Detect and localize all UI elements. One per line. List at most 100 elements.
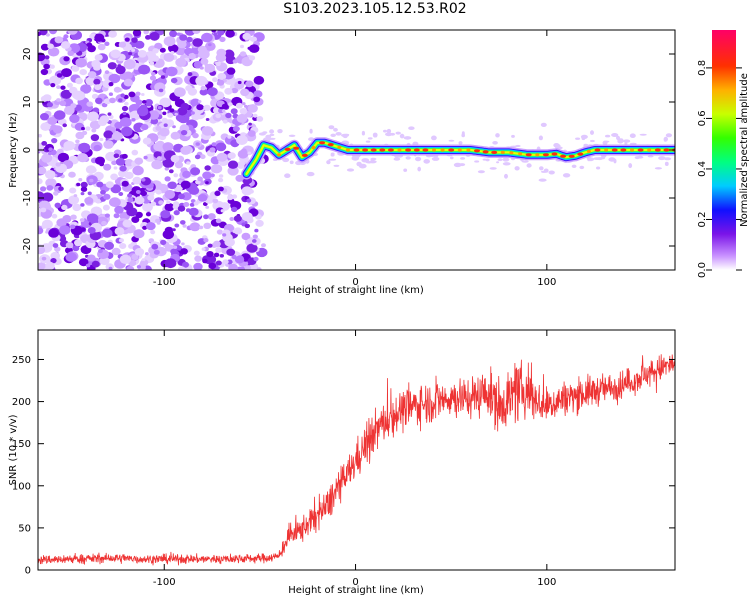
noise-blob bbox=[220, 221, 226, 226]
noise-blob bbox=[145, 222, 156, 231]
halo-blob bbox=[431, 135, 437, 141]
noise-blob bbox=[215, 260, 222, 266]
noise-blob bbox=[49, 64, 55, 69]
halo-blob bbox=[485, 158, 490, 162]
halo-blob bbox=[538, 135, 544, 141]
noise-blob bbox=[63, 105, 75, 115]
noise-blob bbox=[163, 52, 175, 62]
halo-blob bbox=[361, 130, 365, 136]
ridge-peak bbox=[466, 148, 471, 152]
noise-blob bbox=[141, 178, 146, 182]
y-tick-label: 200 bbox=[12, 397, 31, 408]
noise-blob bbox=[45, 33, 50, 37]
noise-blob bbox=[38, 227, 44, 235]
noise-blob bbox=[98, 249, 103, 254]
noise-blob bbox=[104, 241, 114, 250]
noise-blob bbox=[218, 177, 224, 183]
noise-blob bbox=[173, 245, 178, 249]
noise-blob bbox=[40, 113, 49, 121]
noise-blob bbox=[103, 140, 114, 149]
noise-blob bbox=[40, 186, 47, 192]
noise-blob bbox=[241, 186, 253, 196]
noise-blob bbox=[150, 201, 157, 207]
noise-blob bbox=[41, 192, 54, 202]
halo-blob bbox=[258, 132, 266, 136]
noise-blob bbox=[253, 75, 265, 85]
noise-blob bbox=[253, 90, 263, 98]
noise-blob bbox=[246, 198, 252, 203]
ridge-peak bbox=[405, 148, 412, 152]
noise-blob bbox=[213, 32, 218, 36]
noise-blob bbox=[136, 265, 141, 269]
noise-blob bbox=[47, 47, 60, 57]
noise-blob bbox=[137, 50, 147, 58]
noise-blob bbox=[44, 170, 56, 179]
noise-blob bbox=[207, 87, 218, 96]
noise-blob bbox=[220, 209, 225, 213]
halo-blob bbox=[351, 155, 360, 161]
halo-blob bbox=[399, 133, 405, 139]
noise-blob bbox=[168, 169, 174, 174]
noise-blob bbox=[207, 213, 216, 220]
noise-blob bbox=[210, 173, 215, 178]
noise-blob bbox=[108, 114, 114, 120]
noise-blob bbox=[177, 266, 187, 270]
halo-blob bbox=[277, 129, 283, 134]
noise-blob bbox=[242, 32, 251, 41]
ridge-peak bbox=[525, 153, 532, 157]
noise-blob bbox=[230, 123, 235, 128]
noise-blob bbox=[91, 128, 97, 133]
noise-blob bbox=[226, 248, 236, 256]
noise-blob bbox=[173, 210, 180, 216]
noise-blob bbox=[135, 99, 143, 106]
noise-blob bbox=[113, 166, 118, 170]
noise-blob bbox=[186, 36, 193, 43]
top-ylabel: Frequency (Hz) bbox=[8, 112, 19, 188]
noise-blob bbox=[67, 50, 74, 56]
halo-blob bbox=[330, 133, 337, 137]
halo-blob bbox=[328, 158, 337, 161]
noise-blob bbox=[93, 78, 101, 85]
noise-blob bbox=[189, 202, 195, 207]
noise-blob bbox=[145, 101, 152, 107]
noise-blob bbox=[164, 258, 177, 269]
ridge-peak bbox=[542, 153, 549, 157]
noise-blob bbox=[215, 61, 221, 67]
noise-blob bbox=[142, 137, 152, 145]
noise-blob bbox=[160, 239, 167, 245]
colorbar-tick-label: 0.8 bbox=[697, 60, 708, 76]
noise-blob bbox=[120, 93, 125, 98]
noise-blob bbox=[227, 166, 239, 176]
noise-blob bbox=[217, 72, 227, 81]
halo-blob bbox=[288, 134, 296, 137]
noise-blob bbox=[113, 86, 121, 93]
noise-blob bbox=[41, 141, 48, 146]
noise-blob bbox=[63, 56, 70, 62]
noise-blob bbox=[80, 192, 85, 196]
ridge-peak bbox=[319, 141, 326, 145]
noise-blob bbox=[48, 147, 53, 152]
noise-blob bbox=[69, 86, 78, 94]
noise-blob bbox=[49, 30, 57, 35]
noise-blob bbox=[221, 109, 226, 113]
noise-blob bbox=[38, 32, 42, 36]
noise-blob bbox=[158, 88, 164, 93]
noise-blob bbox=[157, 106, 162, 110]
noise-blob bbox=[102, 79, 113, 88]
noise-blob bbox=[195, 75, 208, 86]
noise-blob bbox=[213, 252, 220, 258]
noise-blob bbox=[115, 158, 126, 166]
noise-blob bbox=[54, 202, 61, 208]
noise-blob bbox=[97, 43, 106, 51]
noise-blob bbox=[94, 84, 102, 91]
noise-blob bbox=[178, 193, 185, 200]
snr-line bbox=[38, 354, 675, 566]
x-tick-label: 0 bbox=[352, 577, 358, 588]
noise-blob bbox=[176, 32, 181, 36]
noise-blob bbox=[119, 243, 127, 249]
noise-blob bbox=[90, 167, 97, 173]
noise-blob bbox=[196, 104, 204, 111]
noise-blob bbox=[38, 200, 51, 211]
noise-blob bbox=[164, 167, 169, 171]
noise-blob bbox=[221, 103, 229, 110]
